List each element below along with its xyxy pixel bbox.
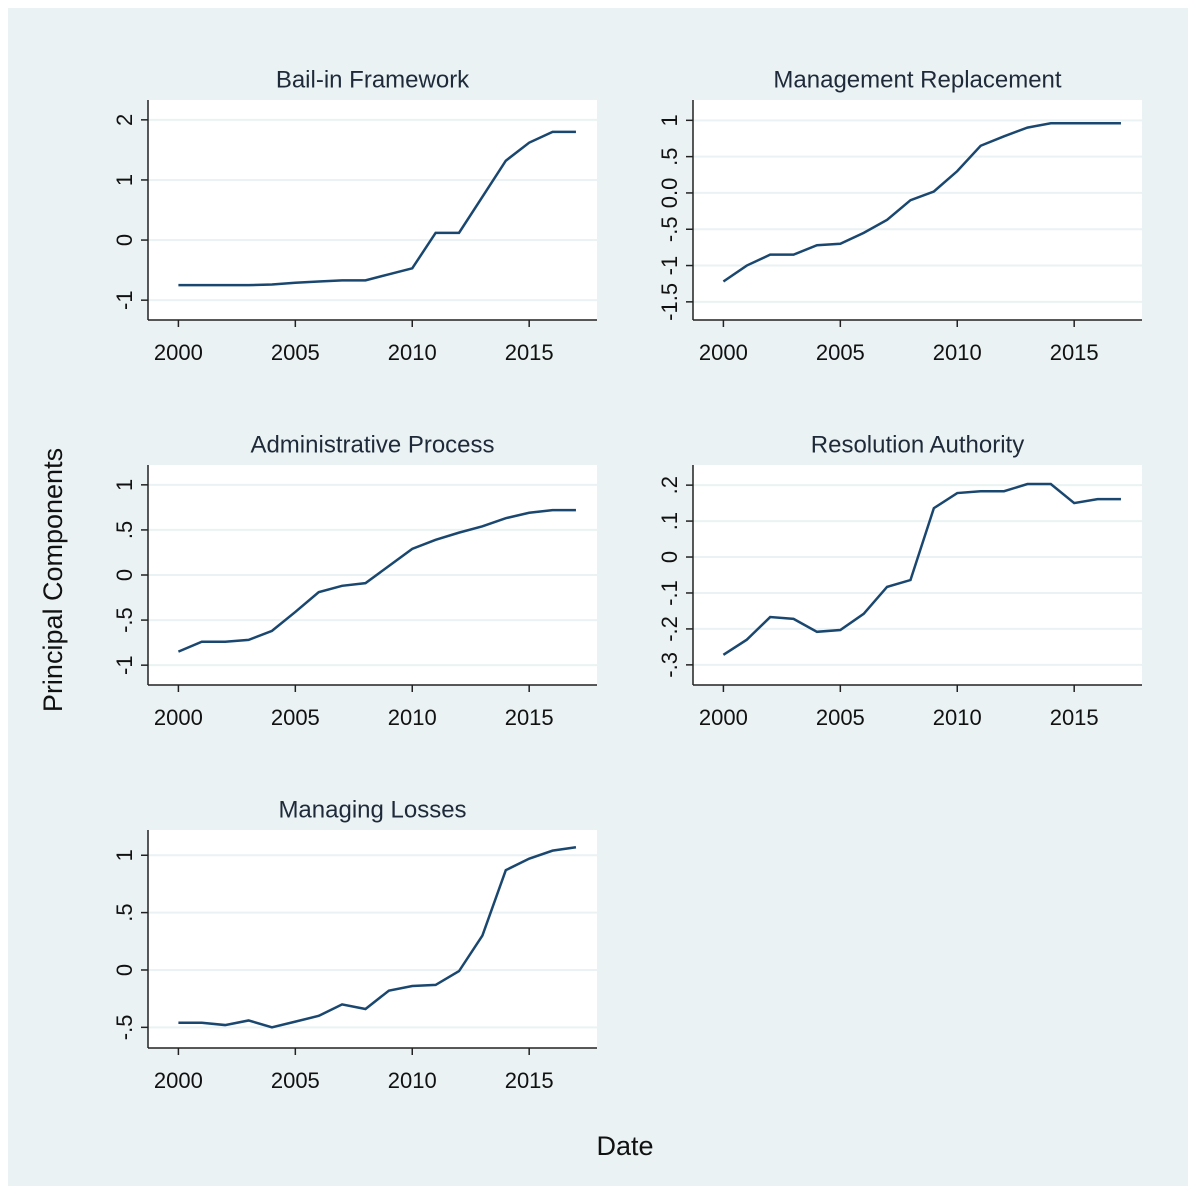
x-tick-label: 2010	[933, 705, 982, 730]
data-line	[722, 482, 1121, 656]
x-tick-label: 2005	[271, 705, 320, 730]
x-tick-label: 2015	[505, 705, 554, 730]
y-tick-label: -.2	[657, 616, 682, 642]
y-tick-label: -.5	[112, 607, 137, 633]
y-tick-label: 0	[657, 551, 682, 563]
x-tick-label: 2000	[154, 340, 203, 365]
y-tick-label: .5	[657, 147, 682, 165]
y-tick-label: 1	[112, 174, 137, 186]
y-tick-label: -.5	[657, 216, 682, 242]
panel-title: Management Replacement	[773, 66, 1061, 93]
x-tick-label: 2010	[388, 705, 437, 730]
plot-area	[693, 465, 1142, 685]
y-tick-label: 1	[112, 849, 137, 861]
y-tick-label: 1	[657, 114, 682, 126]
x-tick-label: 2005	[271, 1068, 320, 1093]
plot-area	[148, 830, 597, 1048]
y-tick-label: -1	[112, 290, 137, 310]
x-tick-label: 2000	[699, 705, 748, 730]
x-tick-label: 2015	[1050, 705, 1099, 730]
x-axis-title: Date	[596, 1131, 653, 1161]
y-tick-label: .5	[112, 903, 137, 921]
data-line	[178, 130, 576, 287]
x-tick-label: 2010	[388, 1068, 437, 1093]
y-tick-label: -1	[657, 256, 682, 276]
x-tick-label: 2000	[154, 1068, 203, 1093]
panel-title: Managing Losses	[278, 796, 466, 823]
y-tick-label: .5	[112, 521, 137, 539]
y-tick-label: -1	[112, 655, 137, 675]
y-tick-label: 2	[112, 114, 137, 126]
x-tick-label: 2010	[933, 340, 982, 365]
y-axis-title: Principal Components	[38, 448, 68, 712]
y-tick-label: 0	[112, 964, 137, 976]
y-tick-label: .2	[657, 476, 682, 494]
data-line	[178, 845, 577, 1029]
panel-title: Administrative Process	[250, 431, 494, 458]
y-tick-label: .1	[657, 512, 682, 530]
x-tick-label: 2015	[505, 1068, 554, 1093]
data-line	[722, 121, 1121, 283]
y-tick-label: 0	[112, 569, 137, 581]
x-tick-label: 2015	[1050, 340, 1099, 365]
y-tick-label: 1	[112, 479, 137, 491]
y-tick-label: 0.0	[657, 178, 682, 209]
plot-area	[148, 100, 597, 320]
panel-title: Bail-in Framework	[276, 66, 470, 93]
x-tick-label: 2005	[816, 340, 865, 365]
x-tick-label: 2000	[154, 705, 203, 730]
x-tick-label: 2005	[271, 340, 320, 365]
y-tick-label: -.3	[657, 652, 682, 678]
y-tick-label: -1.5	[657, 283, 682, 321]
y-tick-label: -.5	[112, 1015, 137, 1041]
y-tick-label: 0	[112, 234, 137, 246]
y-tick-label: -.1	[657, 580, 682, 606]
data-line	[177, 508, 576, 653]
x-tick-label: 2015	[505, 340, 554, 365]
plot-area	[693, 100, 1142, 320]
x-tick-label: 2000	[699, 340, 748, 365]
x-tick-label: 2005	[816, 705, 865, 730]
panel-title: Resolution Authority	[811, 431, 1024, 458]
x-tick-label: 2010	[388, 340, 437, 365]
